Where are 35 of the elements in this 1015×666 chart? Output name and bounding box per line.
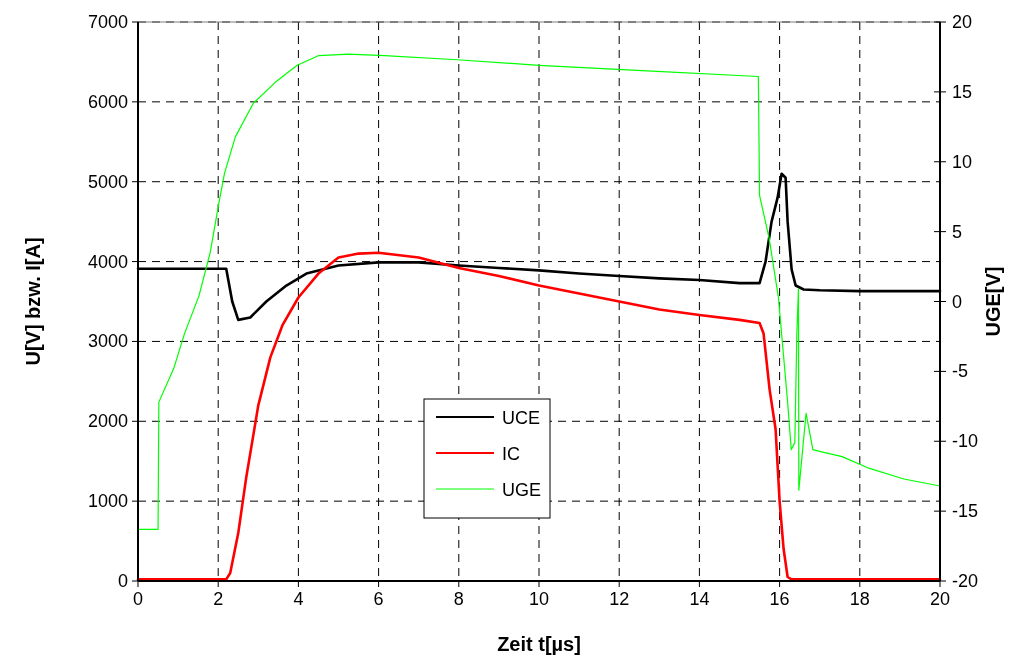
y-tick-label: 3000	[87, 331, 128, 352]
y2-tick-label: 10	[952, 151, 973, 172]
legend-label: IC	[502, 444, 520, 464]
x-tick-label: 2	[213, 589, 224, 609]
y2-tick-label: -20	[952, 571, 979, 591]
y2-tick-label: -10	[952, 431, 979, 452]
x-tick-label: 6	[373, 589, 384, 609]
y-tick-label: 2000	[87, 411, 128, 432]
x-tick-label: 14	[689, 589, 710, 609]
x-tick-label: 18	[849, 589, 870, 609]
x-tick-label: 20	[929, 589, 951, 609]
y-axis-title: U[V] bzw. I[A]	[22, 237, 44, 366]
y-tick-label: 6000	[87, 91, 128, 112]
x-axis-title: Zeit t[µs]	[497, 633, 581, 655]
y2-axis-title: UGE[V]	[982, 266, 1004, 337]
y-tick-label: 0	[117, 571, 128, 591]
line-series	[137, 53, 941, 530]
y2-tick-label: -5	[952, 361, 969, 382]
x-tick-label: 4	[293, 589, 304, 609]
x-tick-label: 12	[609, 589, 630, 609]
y-tick-label: 7000	[87, 12, 128, 32]
x-tick-label: 10	[528, 589, 550, 609]
legend-label: UGE	[502, 480, 542, 500]
legend-label: UCE	[502, 408, 541, 428]
x-tick-label: 0	[132, 589, 144, 609]
y2-tick-label: 0	[952, 291, 963, 312]
x-tick-label: 16	[769, 589, 790, 609]
y-tick-label: 5000	[87, 171, 128, 192]
y-tick-label: 1000	[87, 491, 128, 512]
y2-tick-label: 5	[952, 221, 963, 242]
y2-tick-label: -15	[952, 501, 979, 522]
x-tick-label: 8	[453, 589, 464, 609]
y2-tick-label: 15	[952, 81, 973, 102]
y2-tick-label: 20	[952, 12, 973, 32]
y-tick-label: 4000	[87, 251, 128, 272]
